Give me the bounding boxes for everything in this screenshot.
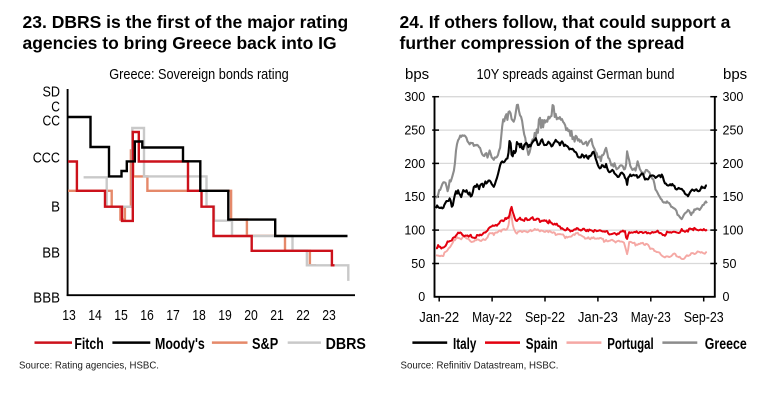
svg-text:13: 13 [62,307,76,324]
svg-text:DBRS: DBRS [326,336,367,353]
svg-text:22: 22 [296,307,310,324]
svg-text:50: 50 [723,257,737,271]
svg-text:150: 150 [723,190,744,204]
svg-text:20: 20 [244,307,258,324]
svg-text:0: 0 [723,290,730,304]
svg-text:300: 300 [723,90,744,104]
svg-text:100: 100 [723,224,744,238]
svg-text:250: 250 [723,124,744,138]
svg-text:0: 0 [418,290,425,304]
svg-text:19: 19 [218,307,232,324]
svg-text:Greece: Greece [705,336,747,353]
svg-text:150: 150 [404,190,425,204]
svg-text:Sep-22: Sep-22 [525,309,565,326]
svg-text:bps: bps [723,66,747,83]
svg-text:15: 15 [114,307,128,324]
svg-text:50: 50 [411,257,425,271]
svg-text:100: 100 [404,224,425,238]
svg-text:May-23: May-23 [631,309,671,326]
svg-text:Source: Refinitiv Datastream,: Source: Refinitiv Datastream, HSBC. [401,361,559,372]
svg-text:18: 18 [192,307,206,324]
svg-text:SD: SD [43,83,61,100]
svg-text:B: B [51,198,60,215]
svg-text:Greece: Sovereign bonds rating: Greece: Sovereign bonds rating [109,66,289,83]
svg-text:S&P: S&P [252,336,278,353]
svg-text:10Y spreads against German bun: 10Y spreads against German bund [477,66,675,83]
svg-text:17: 17 [166,307,180,324]
svg-text:14: 14 [88,307,102,324]
svg-text:Jan-23: Jan-23 [578,309,618,326]
svg-text:21: 21 [270,307,284,324]
svg-text:CC: CC [43,112,61,129]
svg-text:Italy: Italy [453,336,476,353]
svg-text:200: 200 [404,157,425,171]
svg-text:Spain: Spain [526,336,558,353]
svg-text:300: 300 [404,90,425,104]
svg-text:Jan-22: Jan-22 [419,309,459,326]
svg-text:CCC: CCC [33,149,60,166]
svg-text:200: 200 [723,157,744,171]
svg-text:bps: bps [405,66,429,83]
svg-text:May-22: May-22 [472,309,512,326]
svg-text:Moody's: Moody's [155,336,205,353]
svg-text:BB: BB [42,244,60,261]
svg-text:Fitch: Fitch [74,336,103,353]
svg-text:250: 250 [404,124,425,138]
svg-text:16: 16 [140,307,154,324]
svg-text:Sep-23: Sep-23 [684,309,724,326]
svg-text:23: 23 [322,307,336,324]
svg-text:Portugal: Portugal [607,336,654,353]
svg-text:C: C [51,98,60,115]
svg-text:Source: Rating agencies, HSBC.: Source: Rating agencies, HSBC. [19,361,159,372]
svg-text:BBB: BBB [33,289,60,306]
